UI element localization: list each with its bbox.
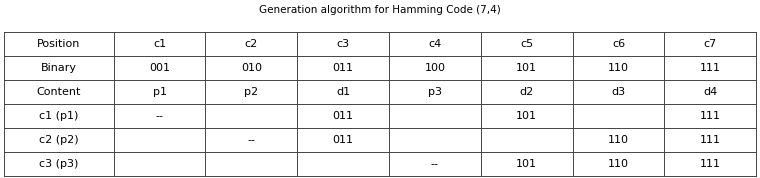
Text: 101: 101 xyxy=(516,111,537,121)
Text: Binary: Binary xyxy=(41,63,77,73)
Text: 101: 101 xyxy=(516,159,537,169)
Text: 110: 110 xyxy=(608,159,629,169)
Text: 110: 110 xyxy=(608,135,629,145)
Text: 011: 011 xyxy=(333,135,353,145)
Text: 001: 001 xyxy=(149,63,170,73)
Text: 111: 111 xyxy=(700,159,720,169)
Text: d1: d1 xyxy=(336,87,350,97)
Text: 111: 111 xyxy=(700,111,720,121)
Text: c1: c1 xyxy=(153,39,166,49)
Text: --: -- xyxy=(247,135,255,145)
Text: d4: d4 xyxy=(703,87,717,97)
Text: 010: 010 xyxy=(241,63,261,73)
Text: c7: c7 xyxy=(704,39,717,49)
Text: Generation algorithm for Hamming Code (7,4): Generation algorithm for Hamming Code (7… xyxy=(259,5,501,15)
Text: 111: 111 xyxy=(700,135,720,145)
Text: c3: c3 xyxy=(337,39,350,49)
Text: c1 (p1): c1 (p1) xyxy=(39,111,78,121)
Text: c5: c5 xyxy=(520,39,534,49)
Text: 100: 100 xyxy=(424,63,445,73)
Text: Content: Content xyxy=(36,87,81,97)
Text: 011: 011 xyxy=(333,111,353,121)
Text: c4: c4 xyxy=(429,39,442,49)
Text: 101: 101 xyxy=(516,63,537,73)
Text: c6: c6 xyxy=(612,39,625,49)
Text: c2 (p2): c2 (p2) xyxy=(39,135,78,145)
Text: --: -- xyxy=(431,159,439,169)
Text: p1: p1 xyxy=(153,87,166,97)
Text: d2: d2 xyxy=(520,87,534,97)
Text: d3: d3 xyxy=(612,87,625,97)
Text: 111: 111 xyxy=(700,63,720,73)
Text: p3: p3 xyxy=(428,87,442,97)
Text: c3 (p3): c3 (p3) xyxy=(39,159,78,169)
Text: p2: p2 xyxy=(244,87,258,97)
Text: --: -- xyxy=(156,111,163,121)
Text: 110: 110 xyxy=(608,63,629,73)
Text: c2: c2 xyxy=(245,39,258,49)
Text: Position: Position xyxy=(37,39,81,49)
Text: 011: 011 xyxy=(333,63,353,73)
